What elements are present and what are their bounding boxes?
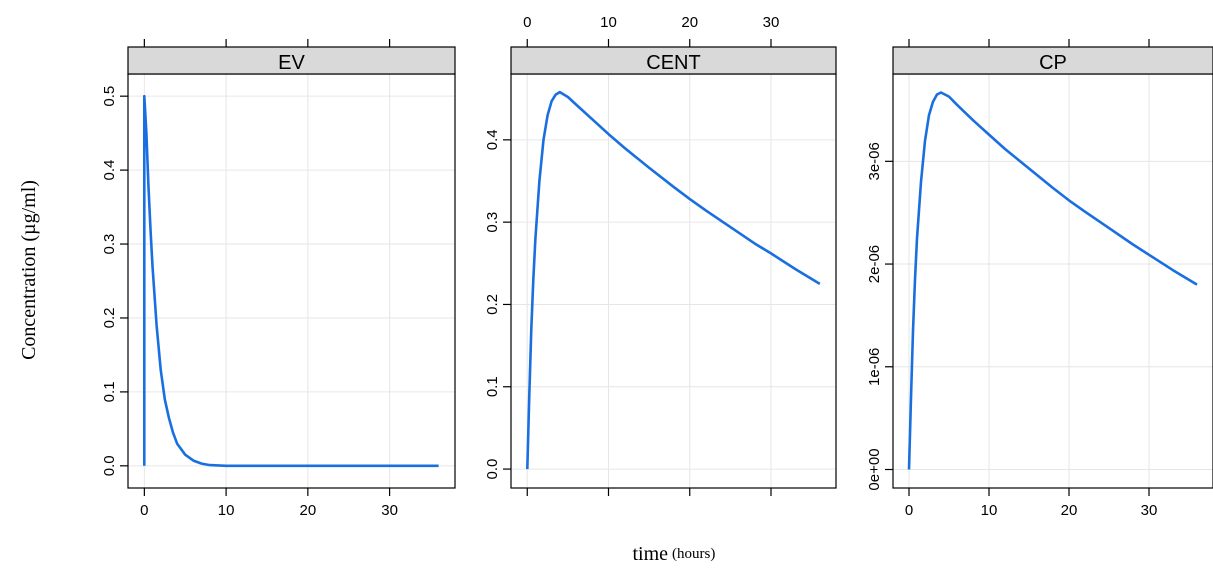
y-axis-title: Concentration (µg/ml) bbox=[18, 180, 40, 360]
y-tick-label: 0.3 bbox=[101, 234, 118, 255]
y-tick-label: 0.2 bbox=[101, 308, 118, 329]
strip-label: EV bbox=[278, 52, 305, 74]
y-tick-label: 0e+00 bbox=[866, 448, 883, 490]
x-tick-label: 20 bbox=[1061, 502, 1078, 519]
x-tick-label: 0 bbox=[905, 502, 913, 519]
x-tick-label: 20 bbox=[300, 502, 317, 519]
panel-ev: EV 0 10 20 30 0.0 0.1 0.2 0.3 0.4 0.5 bbox=[101, 39, 456, 519]
x-tick-label: 0 bbox=[140, 502, 148, 519]
x-tick-label: 30 bbox=[1141, 502, 1158, 519]
y-tick-label: 0.1 bbox=[484, 376, 501, 397]
panel-cent: CENT 0 10 20 30 0.0 0.1 0.2 0.3 0.4 bbox=[484, 14, 837, 496]
y-tick-label: 0.0 bbox=[101, 455, 118, 476]
x-axis-unit: (hours) bbox=[672, 546, 715, 562]
strip bbox=[510, 46, 837, 75]
x-tick-label: 10 bbox=[981, 502, 998, 519]
panel-border bbox=[127, 73, 456, 489]
x-axis-title: time bbox=[632, 543, 668, 565]
series-line-cp bbox=[907, 91, 1198, 470]
strip bbox=[892, 46, 1213, 75]
y-tick-label: 3e-06 bbox=[866, 142, 883, 180]
x-tick-label: 10 bbox=[600, 14, 617, 31]
y-tick-label: 0.4 bbox=[101, 160, 118, 181]
series-line-cent bbox=[526, 90, 821, 470]
strip-label: CENT bbox=[646, 52, 700, 74]
y-tick-label: 0.5 bbox=[101, 86, 118, 107]
x-tick-label: 10 bbox=[218, 502, 235, 519]
y-tick-label: 1e-06 bbox=[866, 348, 883, 386]
x-tick-label: 0 bbox=[523, 14, 531, 31]
y-tick-label: 0.3 bbox=[484, 212, 501, 233]
panel-border bbox=[510, 73, 837, 489]
y-tick-label: 0.2 bbox=[484, 294, 501, 315]
series-line-ev bbox=[143, 94, 439, 468]
x-tick-label: 30 bbox=[381, 502, 398, 519]
panel-border bbox=[892, 73, 1213, 489]
x-tick-label: 30 bbox=[763, 14, 780, 31]
strip bbox=[127, 46, 456, 75]
y-tick-label: 0.1 bbox=[101, 381, 118, 402]
y-tick-label: 2e-06 bbox=[866, 245, 883, 283]
strip-label: CP bbox=[1039, 52, 1067, 74]
panel-cp: CP 0 10 20 30 0e+00 1e-06 2e-06 3e-06 bbox=[866, 39, 1213, 519]
y-tick-label: 0.0 bbox=[484, 459, 501, 480]
y-tick-label: 0.4 bbox=[484, 129, 501, 150]
x-tick-label: 20 bbox=[681, 14, 698, 31]
